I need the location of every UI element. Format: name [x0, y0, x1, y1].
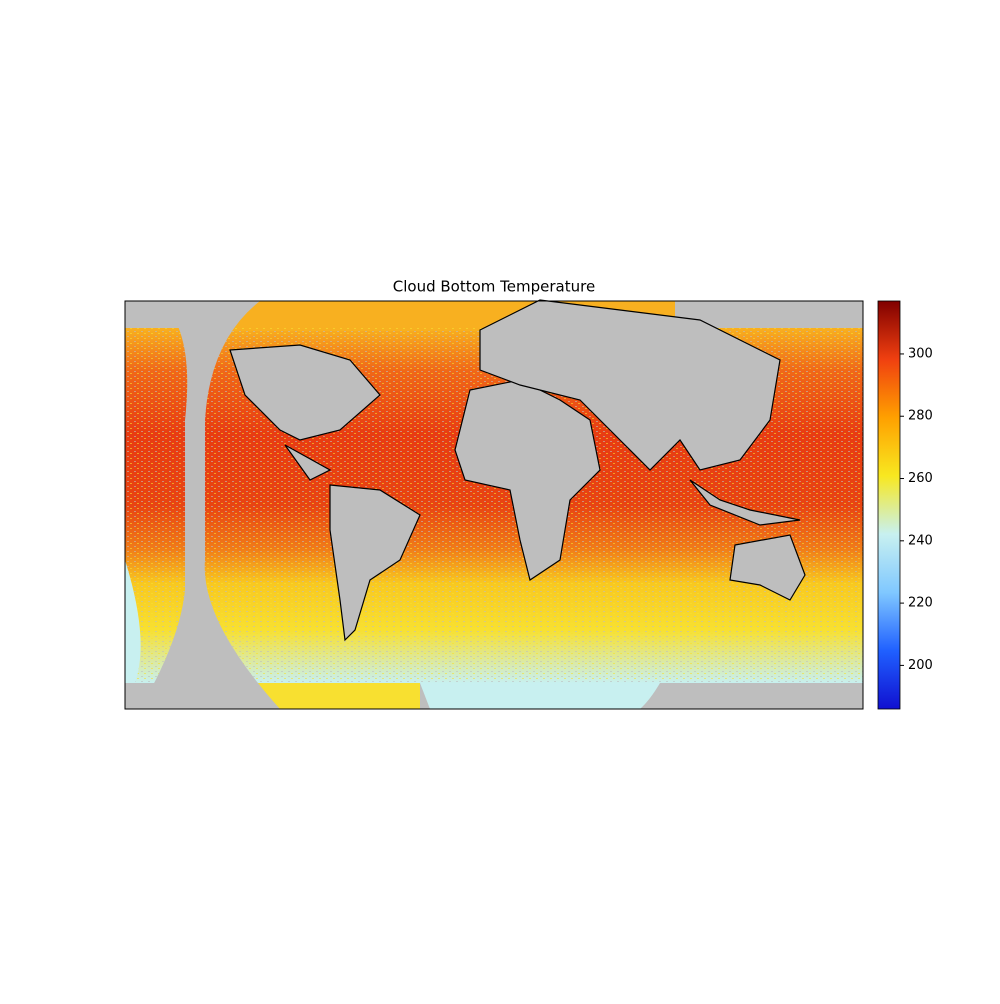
colorbar-tick-label: 200 — [908, 658, 933, 673]
colorbar-tick-label: 260 — [908, 471, 933, 486]
colorbar-tick-label: 240 — [908, 533, 933, 548]
colorbar — [877, 300, 901, 710]
colorbar-tick-label: 280 — [908, 409, 933, 424]
map — [124, 299, 864, 710]
colorbar-tick-label: 220 — [908, 596, 933, 611]
chart-title: Cloud Bottom Temperature — [393, 278, 595, 296]
colorbar-tick-label: 300 — [908, 346, 933, 361]
